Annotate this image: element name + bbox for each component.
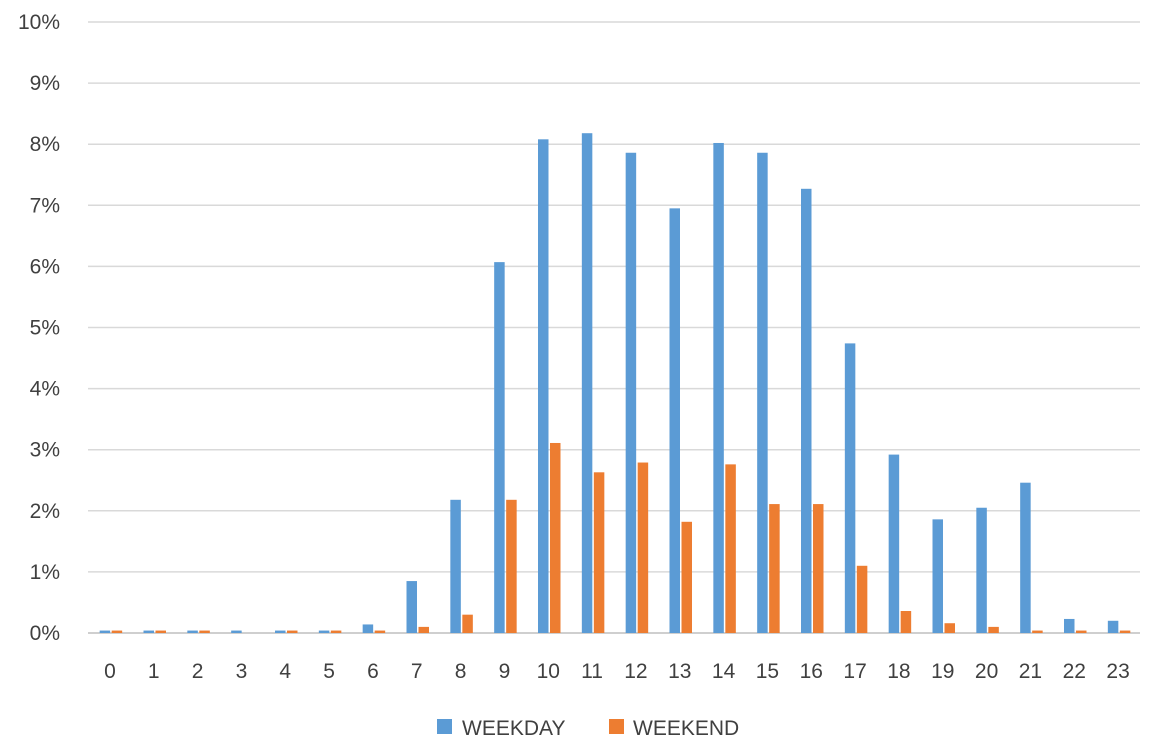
x-tick-label: 1 [148,660,160,683]
bar-weekday-19 [932,519,943,633]
y-tick-label: 0% [30,622,60,645]
gridlines [88,21,1140,634]
bar-weekend-0 [111,630,123,633]
y-tick-label: 5% [30,317,60,340]
bar-weekday-7 [406,581,417,633]
bar-weekday-22 [1064,618,1075,633]
bars [99,133,1131,634]
bar-weekday-14 [713,142,724,633]
bar-weekday-8 [450,499,461,633]
bar-weekday-21 [1020,482,1031,633]
y-tick-label: 8% [30,133,60,156]
bar-weekend-12 [637,462,649,633]
bar-weekday-17 [844,343,856,633]
bar-weekend-21 [1032,630,1043,633]
bar-weekend-13 [681,521,692,633]
x-tick-label: 18 [887,660,910,683]
y-axis-tick-labels: 0% 1% 2% 3% 4% 5% 6% 7% 8% 9% 10% [18,11,60,645]
legend-swatch-weekday [437,719,452,734]
bar-weekend-6 [374,630,386,633]
bar-weekday-10 [538,139,549,633]
bar-weekend-18 [900,611,912,633]
x-tick-label: 19 [931,660,954,683]
x-tick-label: 3 [236,660,248,683]
y-tick-label: 2% [30,500,60,523]
bar-weekday-2 [187,630,198,633]
x-tick-label: 23 [1106,660,1129,683]
x-tick-label: 22 [1063,660,1086,683]
x-tick-label: 5 [323,660,335,683]
y-tick-label: 4% [30,378,60,401]
bar-weekday-0 [99,630,111,633]
bar-weekend-11 [593,472,605,633]
x-tick-label: 17 [843,660,866,683]
bar-weekday-3 [231,630,242,633]
y-tick-label: 9% [30,72,60,95]
bar-weekend-9 [506,499,517,633]
bar-weekday-15 [757,152,768,633]
bar-weekend-5 [330,630,342,633]
bar-weekday-13 [669,208,680,634]
bar-weekday-6 [362,624,374,633]
bar-weekend-23 [1119,630,1131,633]
bar-weekend-22 [1076,630,1087,633]
bar-weekday-18 [888,454,900,633]
bar-weekday-20 [976,507,987,633]
bar-weekend-14 [725,464,736,633]
y-tick-label: 10% [18,11,60,34]
y-tick-label: 7% [30,194,60,217]
x-tick-label: 16 [800,660,823,683]
legend: WEEKDAY WEEKEND [437,717,739,740]
x-tick-label: 11 [581,660,603,683]
x-tick-label: 14 [712,660,736,683]
bar-weekend-15 [769,504,780,633]
bar-weekday-16 [801,188,812,634]
y-tick-label: 3% [30,439,60,462]
legend-label-weekend: WEEKEND [633,717,739,740]
x-tick-label: 12 [624,660,647,683]
x-tick-label: 15 [756,660,779,683]
x-tick-label: 21 [1019,660,1042,683]
legend-swatch-weekend [609,719,624,734]
y-tick-label: 1% [30,561,60,584]
bar-weekday-1 [143,630,154,633]
x-tick-label: 13 [668,660,691,683]
x-tick-label: 0 [104,660,116,683]
bar-weekday-12 [625,152,637,633]
bar-weekend-17 [856,565,868,633]
x-tick-label: 20 [975,660,998,683]
x-tick-label: 7 [411,660,423,683]
bar-weekend-19 [944,623,955,633]
bar-weekend-1 [155,630,166,633]
bar-weekday-5 [318,630,330,633]
bar-weekend-4 [287,630,298,633]
x-tick-label: 9 [499,660,511,683]
bar-weekend-20 [988,626,999,633]
x-tick-label: 8 [455,660,467,683]
bar-weekend-8 [462,614,473,633]
x-tick-label: 10 [537,660,560,683]
x-tick-label: 4 [279,660,291,683]
x-tick-label: 2 [192,660,204,683]
bar-weekend-7 [418,626,429,633]
bar-weekday-11 [581,133,593,633]
bar-weekend-2 [199,630,210,633]
bar-weekday-9 [494,262,505,633]
y-tick-label: 6% [30,255,60,278]
bar-weekday-4 [275,630,286,633]
x-tick-label: 6 [367,660,379,683]
bar-weekend-10 [550,442,561,633]
legend-label-weekday: WEEKDAY [462,717,565,740]
bar-weekday-23 [1107,620,1119,633]
bar-weekend-16 [813,504,824,633]
x-axis-tick-labels: 0 1 2 3 4 5 6 7 8 9 10 11 12 13 14 15 16 17 18 19 20 21 22 23 [104,660,1130,683]
